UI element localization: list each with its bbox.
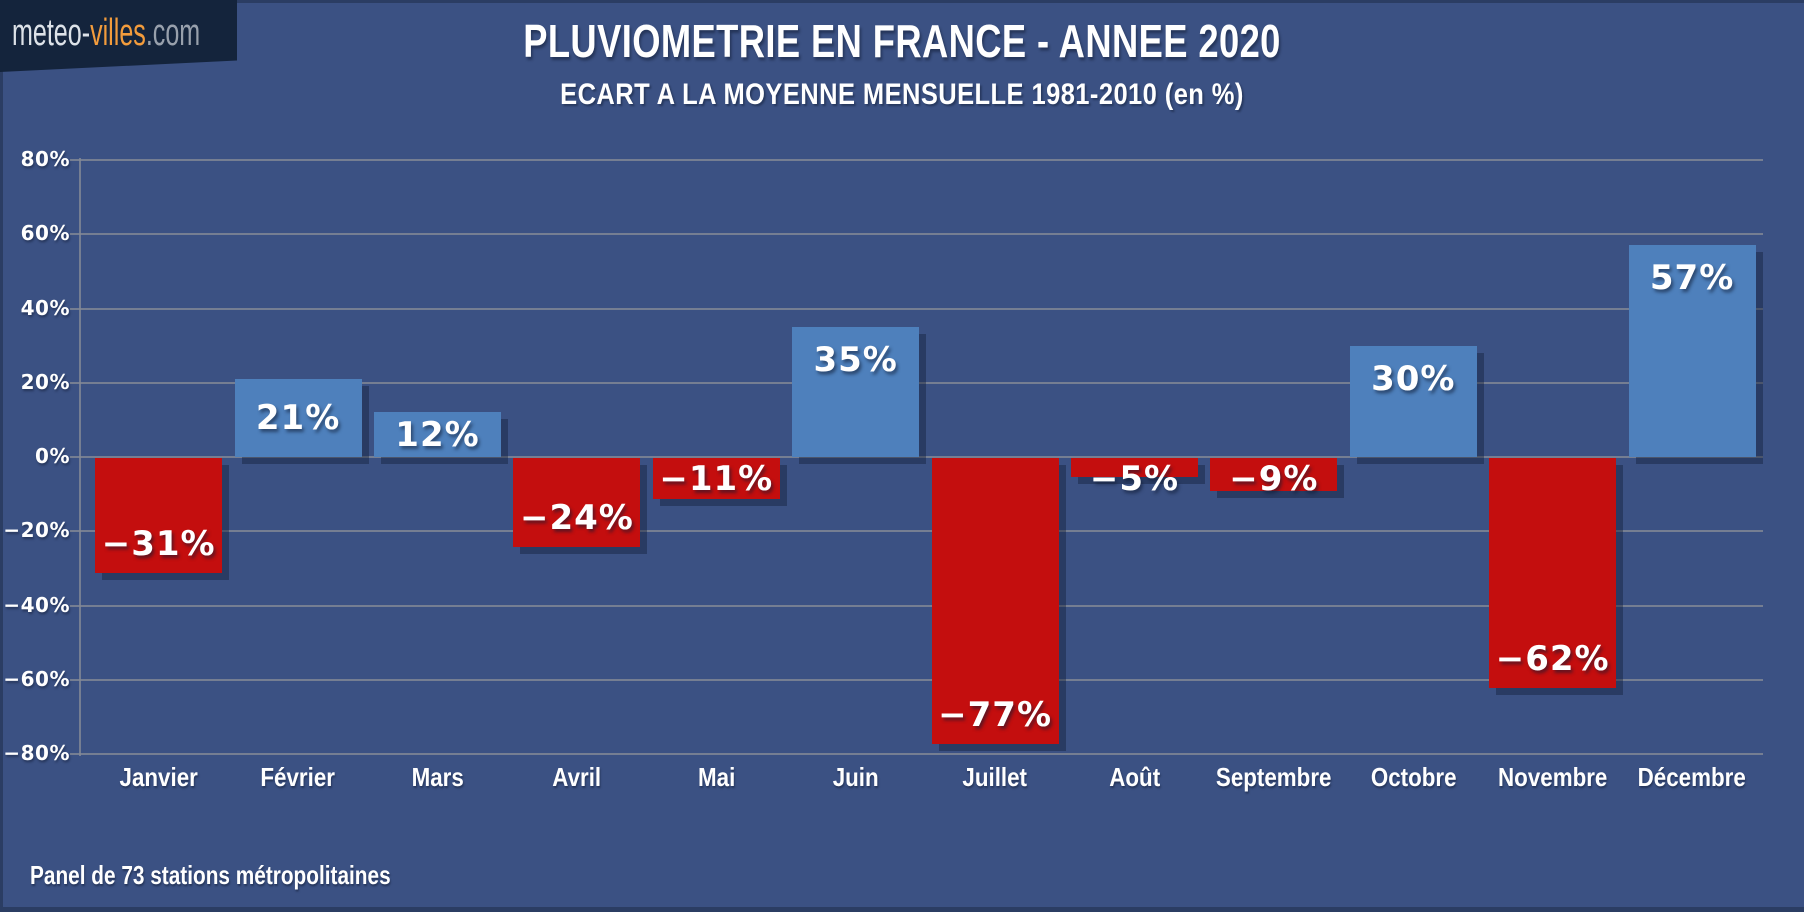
x-axis-label: Novembre <box>1498 762 1608 792</box>
bar-value-label: 21% <box>255 398 341 438</box>
x-axis-label: Septembre <box>1216 762 1332 792</box>
gridline <box>80 381 1763 384</box>
y-tick-label: 80% <box>20 147 70 171</box>
meteo-villes-logo[interactable]: meteo-villes.com <box>0 0 237 72</box>
y-tick-label: −20% <box>3 518 70 543</box>
bar-value-label: −11% <box>659 459 774 499</box>
bar-value-label: 12% <box>395 414 480 455</box>
x-axis-label: Mars <box>411 762 464 792</box>
y-axis-tick <box>70 307 80 310</box>
bar-value-label: 30% <box>1371 358 1456 399</box>
y-tick-label: −80% <box>3 741 70 765</box>
bottom-edge-strip <box>0 907 1804 912</box>
y-axis-tick <box>70 233 80 236</box>
bar: −31% <box>95 458 223 574</box>
bar-value-label: −77% <box>938 694 1053 735</box>
gridline <box>80 604 1763 607</box>
x-axis-label: Janvier <box>119 762 198 792</box>
gridline <box>80 753 1763 755</box>
bar-value-label: 35% <box>813 340 898 381</box>
chart-title: PLUVIOMETRIE EN FRANCE - ANNEE 2020 <box>523 15 1281 67</box>
logo-part-villes: villes <box>90 12 146 54</box>
bar: 21% <box>234 379 362 457</box>
y-axis-tick <box>70 753 80 755</box>
y-axis-tick <box>70 381 80 384</box>
x-axis-label: Avril <box>552 762 602 792</box>
bar-value-label: −5% <box>1089 459 1180 499</box>
bar-value-label: −9% <box>1229 459 1319 499</box>
bar-value-label: −31% <box>101 524 216 565</box>
bar: −9% <box>1210 458 1338 498</box>
y-tick-label: −40% <box>3 592 70 617</box>
y-axis-tick <box>70 604 80 607</box>
gridline <box>80 307 1763 310</box>
bar: −62% <box>1489 458 1617 689</box>
y-axis-line <box>79 158 81 756</box>
x-axis-label: Juin <box>832 762 879 792</box>
y-axis-tick <box>70 159 80 161</box>
bar: −77% <box>931 458 1059 744</box>
gridline <box>80 530 1763 533</box>
y-axis-tick <box>70 678 80 681</box>
logo-text: meteo-villes.com <box>12 12 200 55</box>
bar: 12% <box>374 412 501 457</box>
bar: −24% <box>513 458 641 548</box>
bar: −5% <box>1071 458 1198 498</box>
gridline <box>80 456 1763 458</box>
x-axis-label: Octobre <box>1370 762 1457 792</box>
y-tick-label: 20% <box>20 369 70 394</box>
y-axis-tick <box>70 456 80 458</box>
y-tick-label: 0% <box>35 444 70 468</box>
logo-part-meteo: meteo- <box>12 12 91 54</box>
bar: −11% <box>652 458 780 499</box>
stations-panel-note: Panel de 73 stations métropolitaines <box>30 860 391 890</box>
chart-subtitle: ECART A LA MOYENNE MENSUELLE 1981-2010 (… <box>560 78 1244 111</box>
x-axis-label: Août <box>1109 762 1160 792</box>
x-axis-label: Février <box>260 762 336 792</box>
x-axis-label: Mai <box>697 762 735 792</box>
gridline <box>80 159 1763 161</box>
x-axis-label: Décembre <box>1638 762 1747 792</box>
bar: 35% <box>792 327 920 457</box>
top-edge-strip <box>0 0 1804 3</box>
gridline <box>80 233 1763 236</box>
y-tick-label: 40% <box>20 295 70 320</box>
y-tick-label: 60% <box>20 221 70 246</box>
bar: 57% <box>1628 245 1756 457</box>
bar-value-label: −24% <box>519 498 634 539</box>
y-tick-label: −60% <box>3 666 70 691</box>
left-edge-strip <box>0 0 3 912</box>
bar-value-label: 57% <box>1649 258 1735 299</box>
y-axis-tick <box>70 530 80 533</box>
gridline <box>80 678 1763 681</box>
x-axis-label: Juillet <box>962 762 1028 792</box>
logo-part-com: .com <box>145 12 201 54</box>
bar-value-label: −62% <box>1495 639 1610 680</box>
bar: 30% <box>1349 345 1477 457</box>
